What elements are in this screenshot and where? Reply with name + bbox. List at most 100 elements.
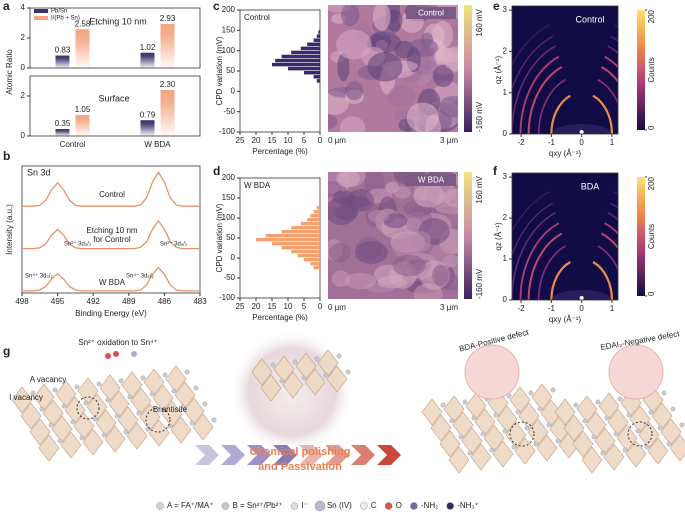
ring-arc <box>512 35 554 91</box>
defect-ring <box>145 407 171 433</box>
annotation: Sn⁴⁺ 3d₅/₂ <box>126 273 155 280</box>
atom <box>591 434 597 440</box>
octahedron <box>282 371 304 399</box>
scale-max: 160 mV <box>475 8 484 36</box>
atom <box>74 384 80 390</box>
x-tick-label: 492 <box>87 297 101 306</box>
x-tick-label: 1 <box>610 304 615 313</box>
legend-label: B = Sn²⁺/Pb²⁺ <box>232 501 282 510</box>
atom <box>626 412 632 418</box>
value-label: 2.30 <box>160 80 176 89</box>
histogram-bar <box>291 50 320 55</box>
x-tick-label: -2 <box>518 138 526 147</box>
y-tick-label: 3 <box>503 5 508 14</box>
atom <box>314 356 320 362</box>
x-tick-label: 483 <box>193 297 207 306</box>
legend-label: Sn (IV) <box>327 501 352 510</box>
octahedron <box>192 413 214 441</box>
octahedron <box>581 446 603 474</box>
y-tick-label: -50 <box>223 107 235 116</box>
value-label: 2.58 <box>75 19 91 28</box>
panel-letter: d <box>213 164 220 178</box>
atom <box>502 428 508 434</box>
atom <box>123 429 129 435</box>
panel-letter: b <box>3 149 10 163</box>
atom <box>537 406 543 412</box>
histogram-bar <box>313 210 320 214</box>
histogram-bar <box>281 54 320 59</box>
grain <box>439 96 458 118</box>
octahedron <box>421 398 443 426</box>
atom <box>550 387 556 393</box>
colorbar <box>464 172 472 299</box>
subplot-title: Etching 10 nm <box>89 16 147 26</box>
atom <box>440 402 446 408</box>
octahedron <box>326 365 348 393</box>
x-axis-label: qxy (Å⁻¹) <box>549 315 582 324</box>
bar <box>160 90 175 136</box>
octahedron <box>148 419 170 447</box>
grain <box>443 45 458 72</box>
value-label: 1.02 <box>140 43 156 52</box>
scale-min: -160 mV <box>475 101 484 132</box>
y-tick-label: 50 <box>226 66 235 75</box>
legend-label: C <box>371 501 377 510</box>
beam-center <box>579 130 584 134</box>
x-tick-label: 20 <box>252 302 261 311</box>
y-tick-label: 3 <box>503 172 508 181</box>
map-tag <box>406 174 456 186</box>
x-tick-label: -1 <box>548 138 556 147</box>
legend-label: -NH₂ <box>421 501 438 510</box>
atom <box>546 422 552 428</box>
atom <box>471 415 477 421</box>
schematic-label: Bᵢ antisite <box>153 405 188 414</box>
ring-arc <box>512 45 556 134</box>
octahedron <box>536 434 558 462</box>
atom <box>118 378 124 384</box>
ring-arc <box>607 211 618 221</box>
x-start: 0 μm <box>328 303 346 312</box>
y-tick-label: -50 <box>223 273 235 282</box>
schematic-label: and Passivation <box>258 461 342 473</box>
panel-label: W BDA <box>244 181 271 190</box>
x-tick-label: Control <box>60 140 86 149</box>
x-axis-label: qxy (Å⁻¹) <box>549 149 582 158</box>
x-tick-label: W BDA <box>144 140 171 149</box>
panel-letter: c <box>213 0 220 13</box>
y-tick-label: 2 <box>21 33 26 42</box>
atom <box>167 423 173 429</box>
grain <box>328 114 338 130</box>
atom <box>489 447 495 453</box>
histogram-bar <box>281 246 320 250</box>
bar <box>140 120 155 136</box>
x-tick-label: 15 <box>268 302 277 311</box>
ring-arc <box>592 94 614 134</box>
legend-atom <box>446 502 454 510</box>
x-tick-label: 0 <box>579 138 584 147</box>
subplot-title: Surface <box>98 93 129 103</box>
atom <box>193 385 199 391</box>
scale-max: 160 mV <box>475 175 484 203</box>
atom <box>345 369 351 375</box>
x-tick-label: 25 <box>236 302 245 311</box>
octahedron <box>470 443 492 471</box>
octahedron <box>647 437 669 465</box>
schematic-label: Sn²⁺ oxidation to Sn⁴⁺ <box>78 338 157 347</box>
x-tick-label: 10 <box>284 302 293 311</box>
histogram-bar <box>307 218 320 222</box>
histogram-bar <box>304 71 320 75</box>
x-axis-label: Percentage (%) <box>252 313 308 322</box>
diffraction-rings <box>512 191 618 300</box>
chevron <box>351 445 375 465</box>
histogram-bar <box>288 66 320 71</box>
x-tick-label: 0 <box>318 302 323 311</box>
x-tick-label: 0 <box>579 304 584 313</box>
grain <box>367 52 403 82</box>
atom <box>136 410 142 416</box>
atom <box>617 396 623 402</box>
chevron <box>221 445 245 465</box>
ring-arc <box>512 211 556 300</box>
value-label: 2.93 <box>160 14 176 23</box>
x-tick-label: -2 <box>518 304 526 313</box>
atom <box>101 432 107 438</box>
